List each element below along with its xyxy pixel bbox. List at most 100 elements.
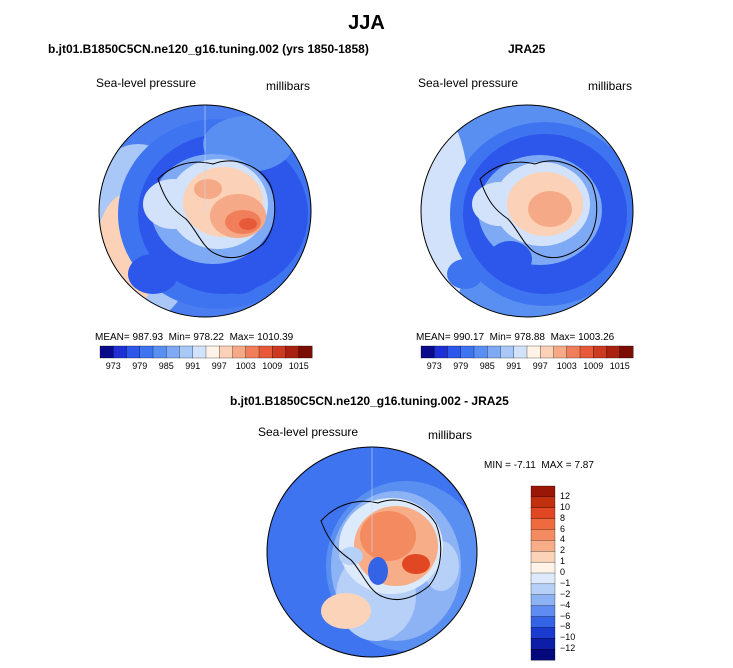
panel-1-antarctica-coastline: [157, 160, 276, 259]
panel-3-colorbar-tick-label: −1: [560, 577, 571, 588]
panel-1-colorbar-ticks: 973 979 985 991 997 1003 1009 1015: [100, 361, 312, 373]
panel-3-colorbar-tick-label: −8: [560, 621, 571, 632]
panel-3-colorbar-swatch: [530, 594, 556, 607]
panel-1-colorbar-swatch: [298, 345, 313, 359]
panel-2-colorbar-tick-label: 973: [426, 361, 442, 371]
panel-2-low-s: [488, 241, 532, 277]
panel-1-colorbar-swatch: [219, 345, 233, 359]
panel-2-max: 1003.26: [578, 332, 615, 343]
panel-3-colorbar-tick-label: 6: [560, 523, 566, 534]
panel-1-colorbar-swatch: [232, 345, 247, 359]
panel-1-colorbar-tick-label: 1003: [235, 361, 256, 371]
panel-3-max: [402, 554, 430, 574]
panel-1-title: b.jt01.B1850C5CN.ne120_g16.tuning.002 (y…: [48, 42, 369, 56]
panel-1-colorbar-tick-label: 985: [158, 361, 174, 371]
panel-3-antarctica-coastline: [320, 499, 442, 601]
panel-2-colorbar-ticks: 973 979 985 991 997 1003 1009 1015: [421, 361, 633, 373]
panel-2-mean-label: MEAN=: [416, 332, 451, 343]
panel-2-colorbar-swatch: [606, 345, 621, 359]
panel-3-colorbar-swatch: [530, 529, 556, 541]
panel-3-colorbar-swatch: [530, 551, 556, 563]
panel-3-colorbar: [530, 485, 556, 661]
panel-1-colorbar-swatch: [258, 345, 273, 359]
panel-2-colorbar-swatch: [447, 345, 462, 359]
panel-1-polar-map: [98, 104, 312, 318]
panel-1-colorbar-swatch: [126, 345, 141, 359]
panel-2-colorbar-tick-label: 979: [453, 361, 469, 371]
panel-2-colorbar-swatch: [434, 345, 448, 359]
panel-1-colorbar-swatch: [99, 345, 114, 359]
panel-1-colorbar: [99, 345, 313, 359]
panel-2-colorbar-tick-label: 985: [479, 361, 495, 371]
panel-3-max: 7.87: [574, 460, 594, 471]
panel-1-colorbar-swatch: [245, 345, 260, 359]
panel-3-colorbar-ticks: 12 10 8 6 4 2 1 0 −1 −2 −4 −6 −8 −10 −12: [560, 486, 600, 660]
panel-3-neg-inner: [368, 557, 388, 585]
panel-3-colorbar-tick-label: −6: [560, 610, 571, 621]
panel-1-stats: MEAN= 987.93 Min= 978.22 Max= 1010.39: [95, 332, 293, 343]
panel-2-max-label: Max=: [550, 332, 576, 343]
panel-3-pos-south: [321, 593, 371, 629]
panel-3-min: -7.11: [513, 460, 536, 471]
panel-2-colorbar-swatch: [593, 345, 607, 359]
panel-1-colorbar-swatch: [166, 345, 180, 359]
panel-3-map-border: [266, 446, 478, 658]
panel-1-colorbar-tick-label: 973: [105, 361, 121, 371]
panel-1-colorbar-swatch: [285, 345, 300, 359]
panel-3-colorbar-swatch: [530, 540, 556, 552]
panel-1-colorbar-swatch: [139, 345, 154, 359]
panel-2-colorbar-swatch: [500, 345, 515, 359]
panel-1-colorbar-swatch: [179, 345, 194, 359]
panel-1-colorbar-swatch: [113, 345, 127, 359]
panel-2-title: JRA25: [508, 42, 546, 56]
panel-1-mean: 987.93: [132, 332, 164, 343]
panel-1-colorbar-tick-label: 979: [132, 361, 148, 371]
panel-1-colorbar-tick-label: 1009: [262, 361, 283, 371]
panel-1-colorbar-swatch: [272, 345, 286, 359]
panel-2-min: 978.88: [514, 332, 545, 343]
panel-1-max-label: Max=: [229, 332, 255, 343]
panel-1-variable: Sea-level pressure: [96, 76, 197, 90]
panel-3-variable: Sea-level pressure: [258, 425, 359, 439]
panel-3-colorbar-swatch: [530, 496, 556, 509]
panel-3-colorbar-tick-label: 8: [560, 512, 566, 523]
panel-2-colorbar-swatch: [619, 345, 634, 359]
panel-1-colorbar-swatch: [192, 345, 207, 359]
panel-2-min-label: Min=: [489, 332, 512, 343]
panel-1-colorbar-swatch: [205, 345, 220, 359]
panel-2-colorbar-swatch: [513, 345, 528, 359]
panel-2-colorbar-swatch: [553, 345, 568, 359]
panel-3-colorbar-tick-label: −2: [560, 588, 571, 599]
panel-2-colorbar: [420, 345, 634, 359]
panel-3-polar-map: [266, 446, 478, 658]
panel-2-map-border: [420, 104, 634, 318]
panel-3-plateau: [360, 511, 416, 561]
panel-3-colorbar-swatch: [530, 561, 556, 574]
panel-3-colorbar-tick-label: −4: [560, 599, 571, 610]
panel-3-units: millibars: [428, 428, 473, 442]
panel-2-colorbar-tick-label: 1003: [556, 361, 577, 371]
panel-3-weddell: [339, 547, 363, 565]
panel-2-colorbar-tick-label: 1015: [609, 361, 630, 371]
panel-1-low-s: [216, 264, 260, 294]
panel-2-plateau: [528, 191, 572, 227]
panel-3-max-label: MAX =: [541, 460, 572, 471]
panel-2-stats: MEAN= 990.17 Min= 978.88 Max= 1003.26: [416, 332, 614, 343]
panel-3-colorbar-swatch: [530, 485, 556, 498]
panel-2-units: millibars: [588, 79, 633, 93]
panel-2-mean: 990.17: [453, 332, 485, 343]
panel-1-low-sw: [128, 254, 178, 294]
panel-3-colorbar-swatch: [530, 583, 556, 596]
panel-3-colorbar-swatch: [530, 518, 556, 530]
panel-3-colorbar-swatch: [530, 638, 556, 650]
panel-1-min: 978.22: [193, 332, 224, 343]
panel-1-min-label: Min=: [168, 332, 191, 343]
panel-1-max: 1010.39: [257, 332, 294, 343]
panel-2-low-sw: [447, 259, 483, 289]
panel-2-colorbar-swatch: [420, 345, 435, 359]
panel-1-max: [239, 218, 257, 230]
panel-3-min-label: MIN =: [484, 460, 511, 471]
panel-3-colorbar-tick-label: 2: [560, 545, 566, 556]
panel-1-colorbar-tick-label: 997: [211, 361, 227, 371]
panel-3-colorbar-tick-label: −12: [560, 643, 576, 654]
